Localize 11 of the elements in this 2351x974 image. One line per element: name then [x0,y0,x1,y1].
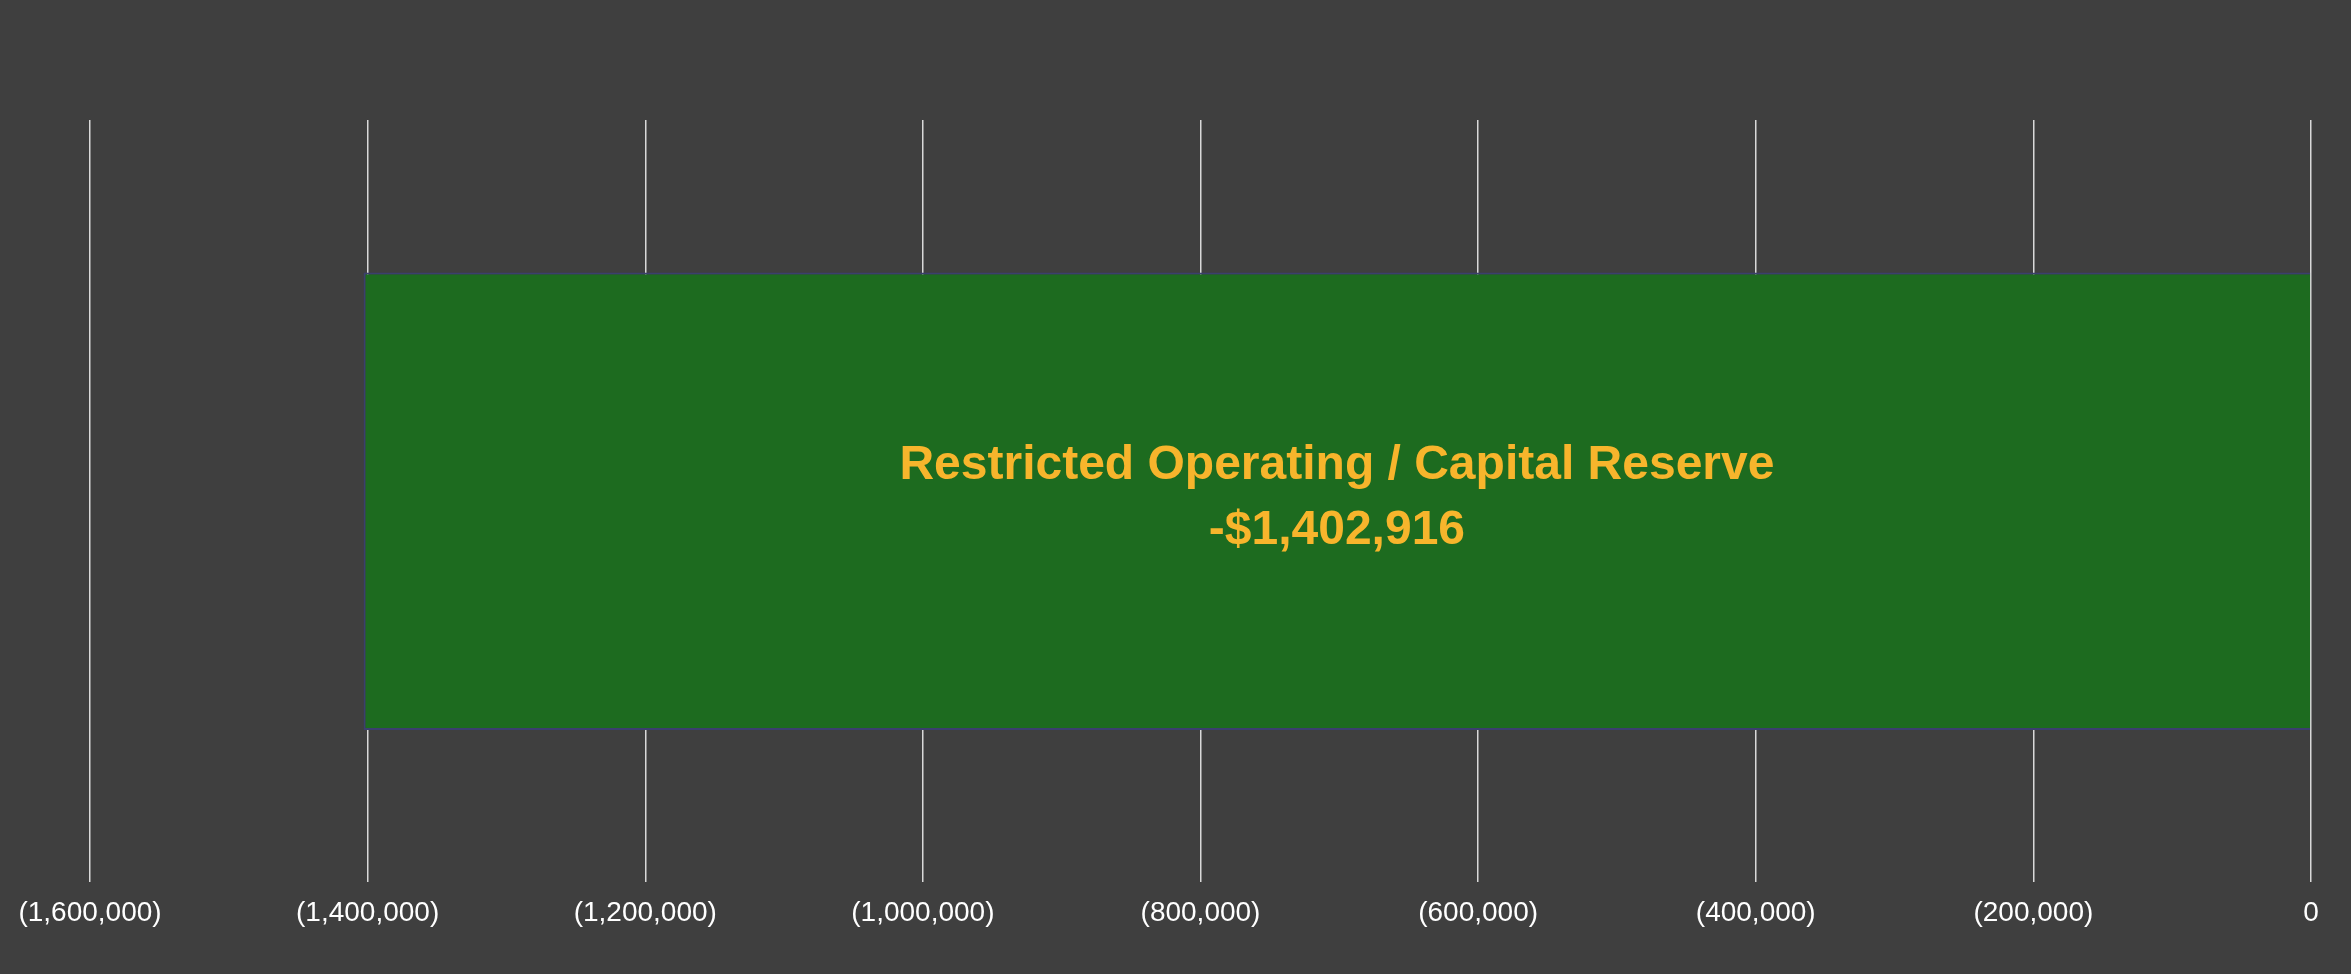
x-tick-label: (1,200,000) [573,895,717,927]
x-tick-label: 0 [2303,895,2319,927]
data-label: -$1,402,916 [1208,501,1466,555]
x-tick-label: (1,600,000) [18,895,162,927]
x-tick-label: (1,400,000) [296,895,440,927]
x-tick-label: (800,000) [1140,895,1261,927]
x-tick-label: (600,000) [1418,895,1539,927]
x-tick-label: (1,000,000) [851,895,995,927]
x-tick-label: (400,000) [1695,895,1816,927]
y-tick-label: Restricted Operating / Capital Reserve [899,436,1775,490]
x-tick-label: (200,000) [1973,895,2094,927]
